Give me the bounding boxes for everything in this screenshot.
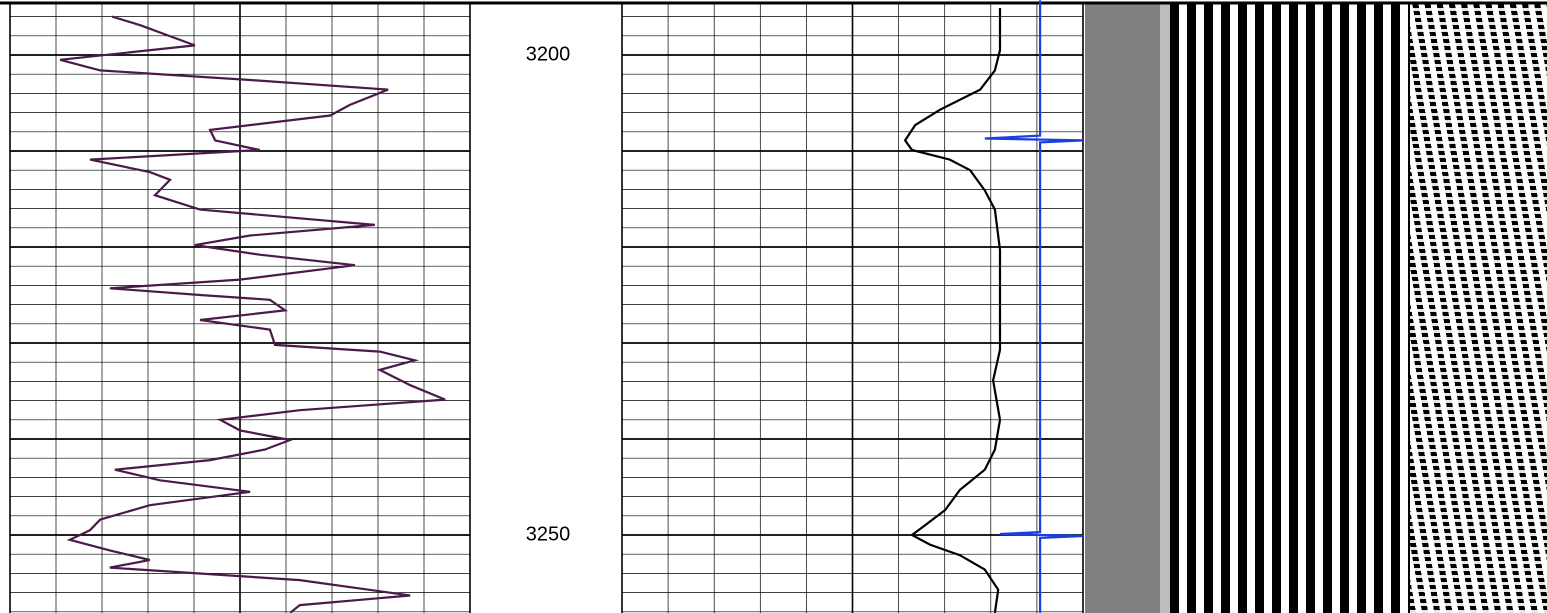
depth-label: 3250 <box>526 523 571 545</box>
log-curve <box>59 15 446 613</box>
log-curve <box>903 8 1002 613</box>
gray-edge <box>1160 4 1170 613</box>
gray-band <box>1085 4 1165 613</box>
seismic-noise <box>1410 4 1547 613</box>
depth-label: 3200 <box>526 43 571 65</box>
log-curve <box>984 0 1084 613</box>
